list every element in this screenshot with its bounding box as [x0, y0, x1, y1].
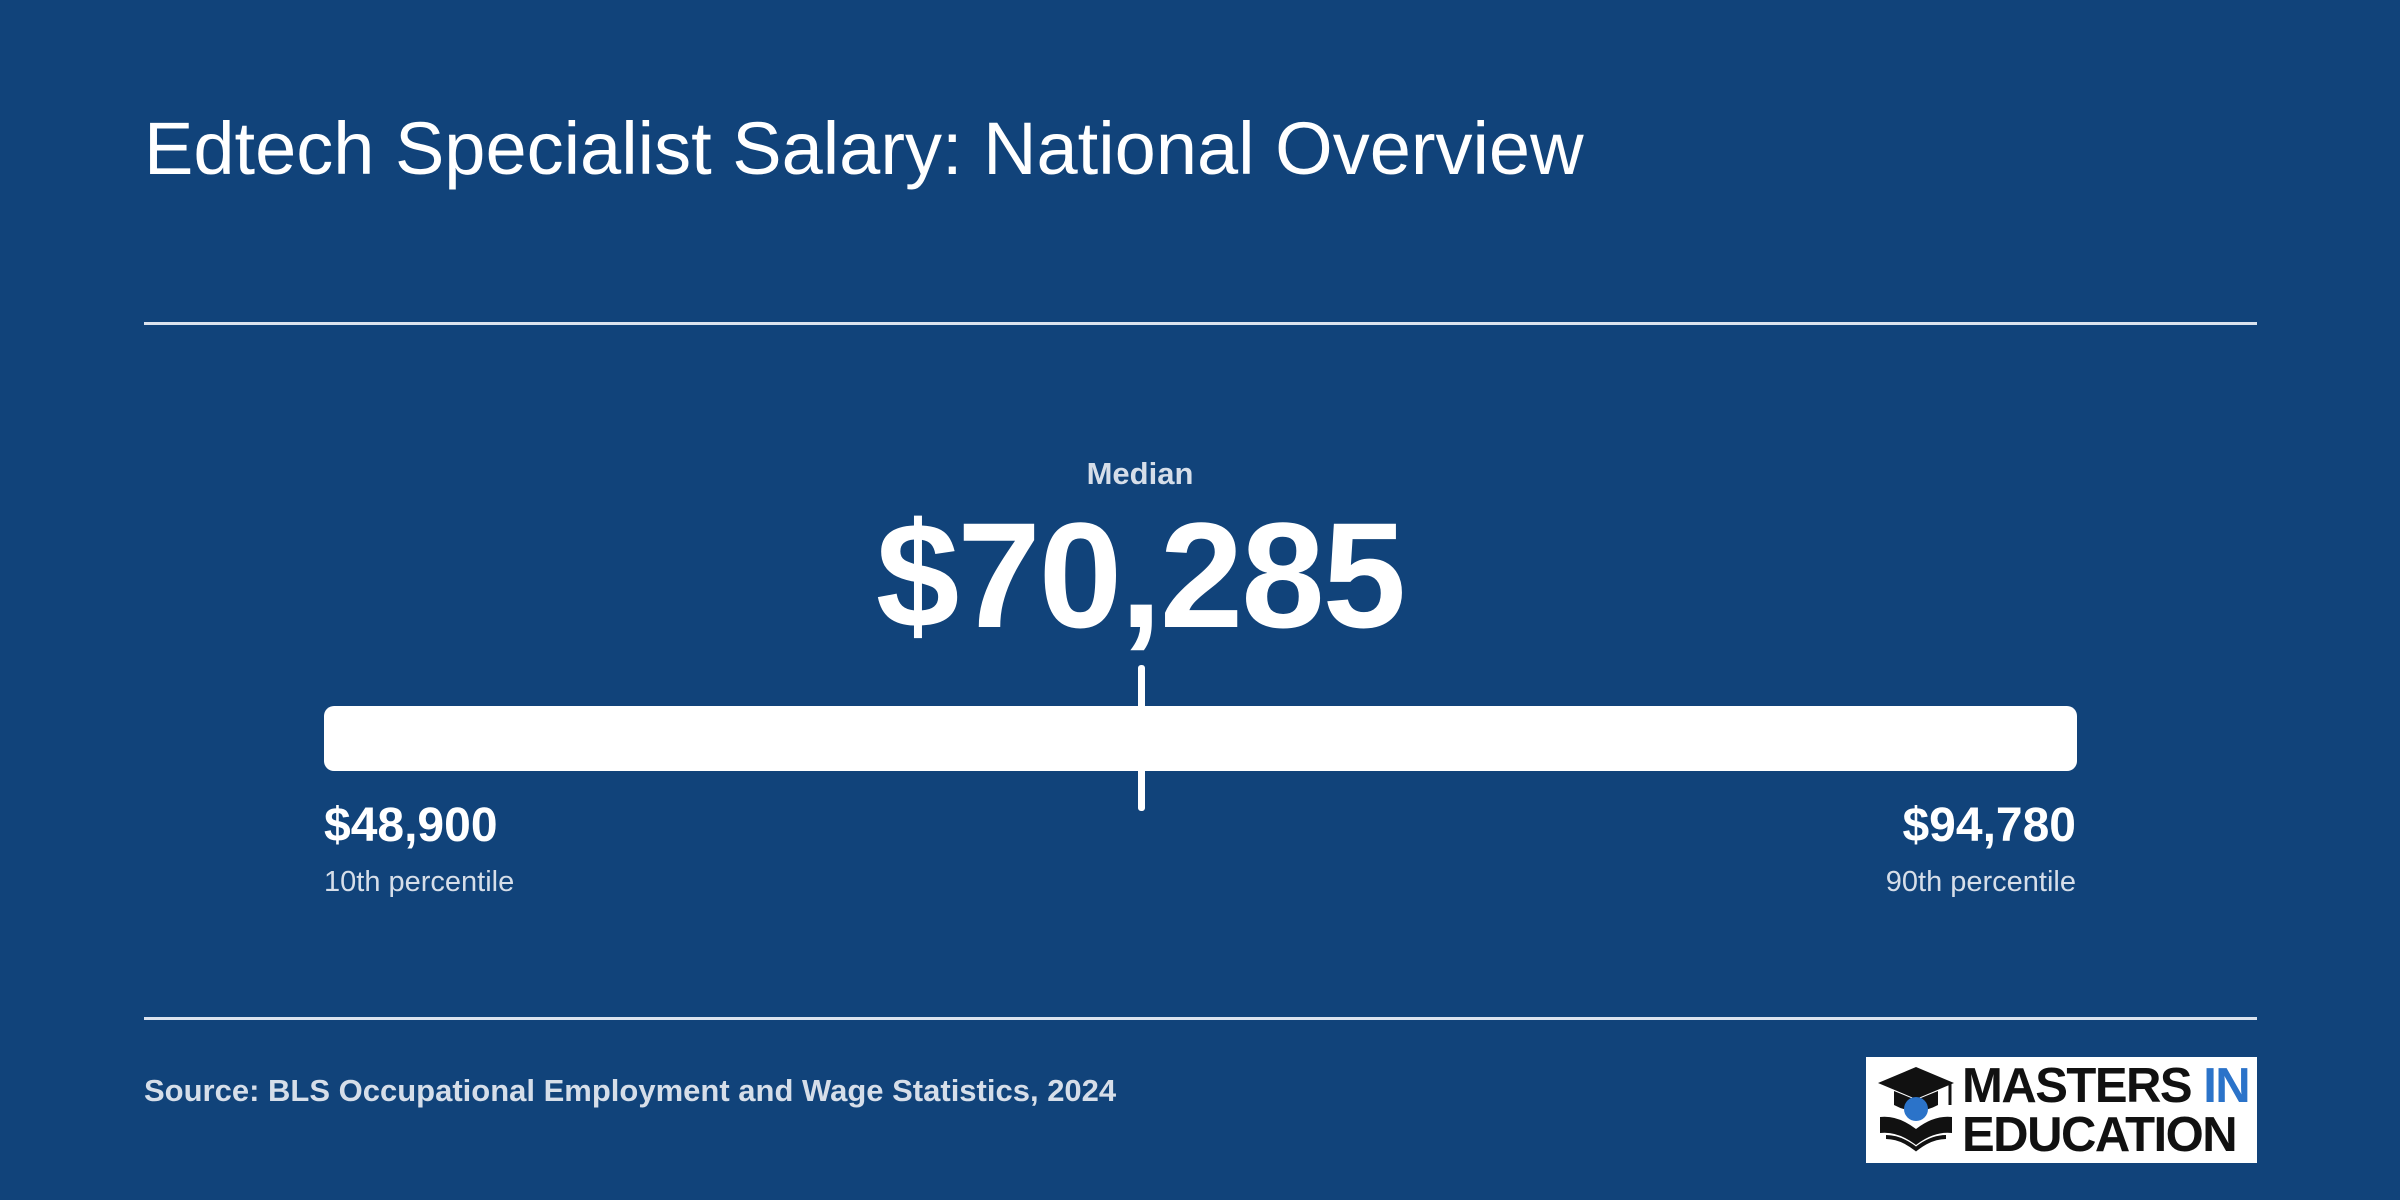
top-divider: [144, 322, 2257, 325]
low-percentile-label: 10th percentile: [324, 866, 515, 898]
logo-line1: MASTERS IN: [1962, 1059, 2251, 1113]
salary-range-bar: [324, 706, 2077, 771]
high-percentile-label: 90th percentile: [1885, 866, 2076, 898]
logo-text-in: IN: [2203, 1059, 2251, 1113]
median-value: $70,285: [875, 491, 1406, 659]
graduation-cap-book-icon: [1878, 1067, 1954, 1152]
bottom-divider: [144, 1017, 2257, 1020]
median-label: Median: [1086, 456, 1194, 491]
logo-text-masters: MASTERS: [1962, 1059, 2204, 1113]
masters-in-education-logo[interactable]: MASTERS IN EDUCATION: [1866, 1057, 2257, 1163]
logo-text-education: EDUCATION: [1962, 1108, 2238, 1162]
page-title: Edtech Specialist Salary: National Overv…: [144, 107, 1584, 190]
high-salary-value: $94,780: [1902, 799, 2076, 852]
low-salary-value: $48,900: [324, 799, 498, 852]
source-citation: Source: BLS Occupational Employment and …: [144, 1073, 1117, 1108]
median-marker: [1137, 665, 1145, 811]
